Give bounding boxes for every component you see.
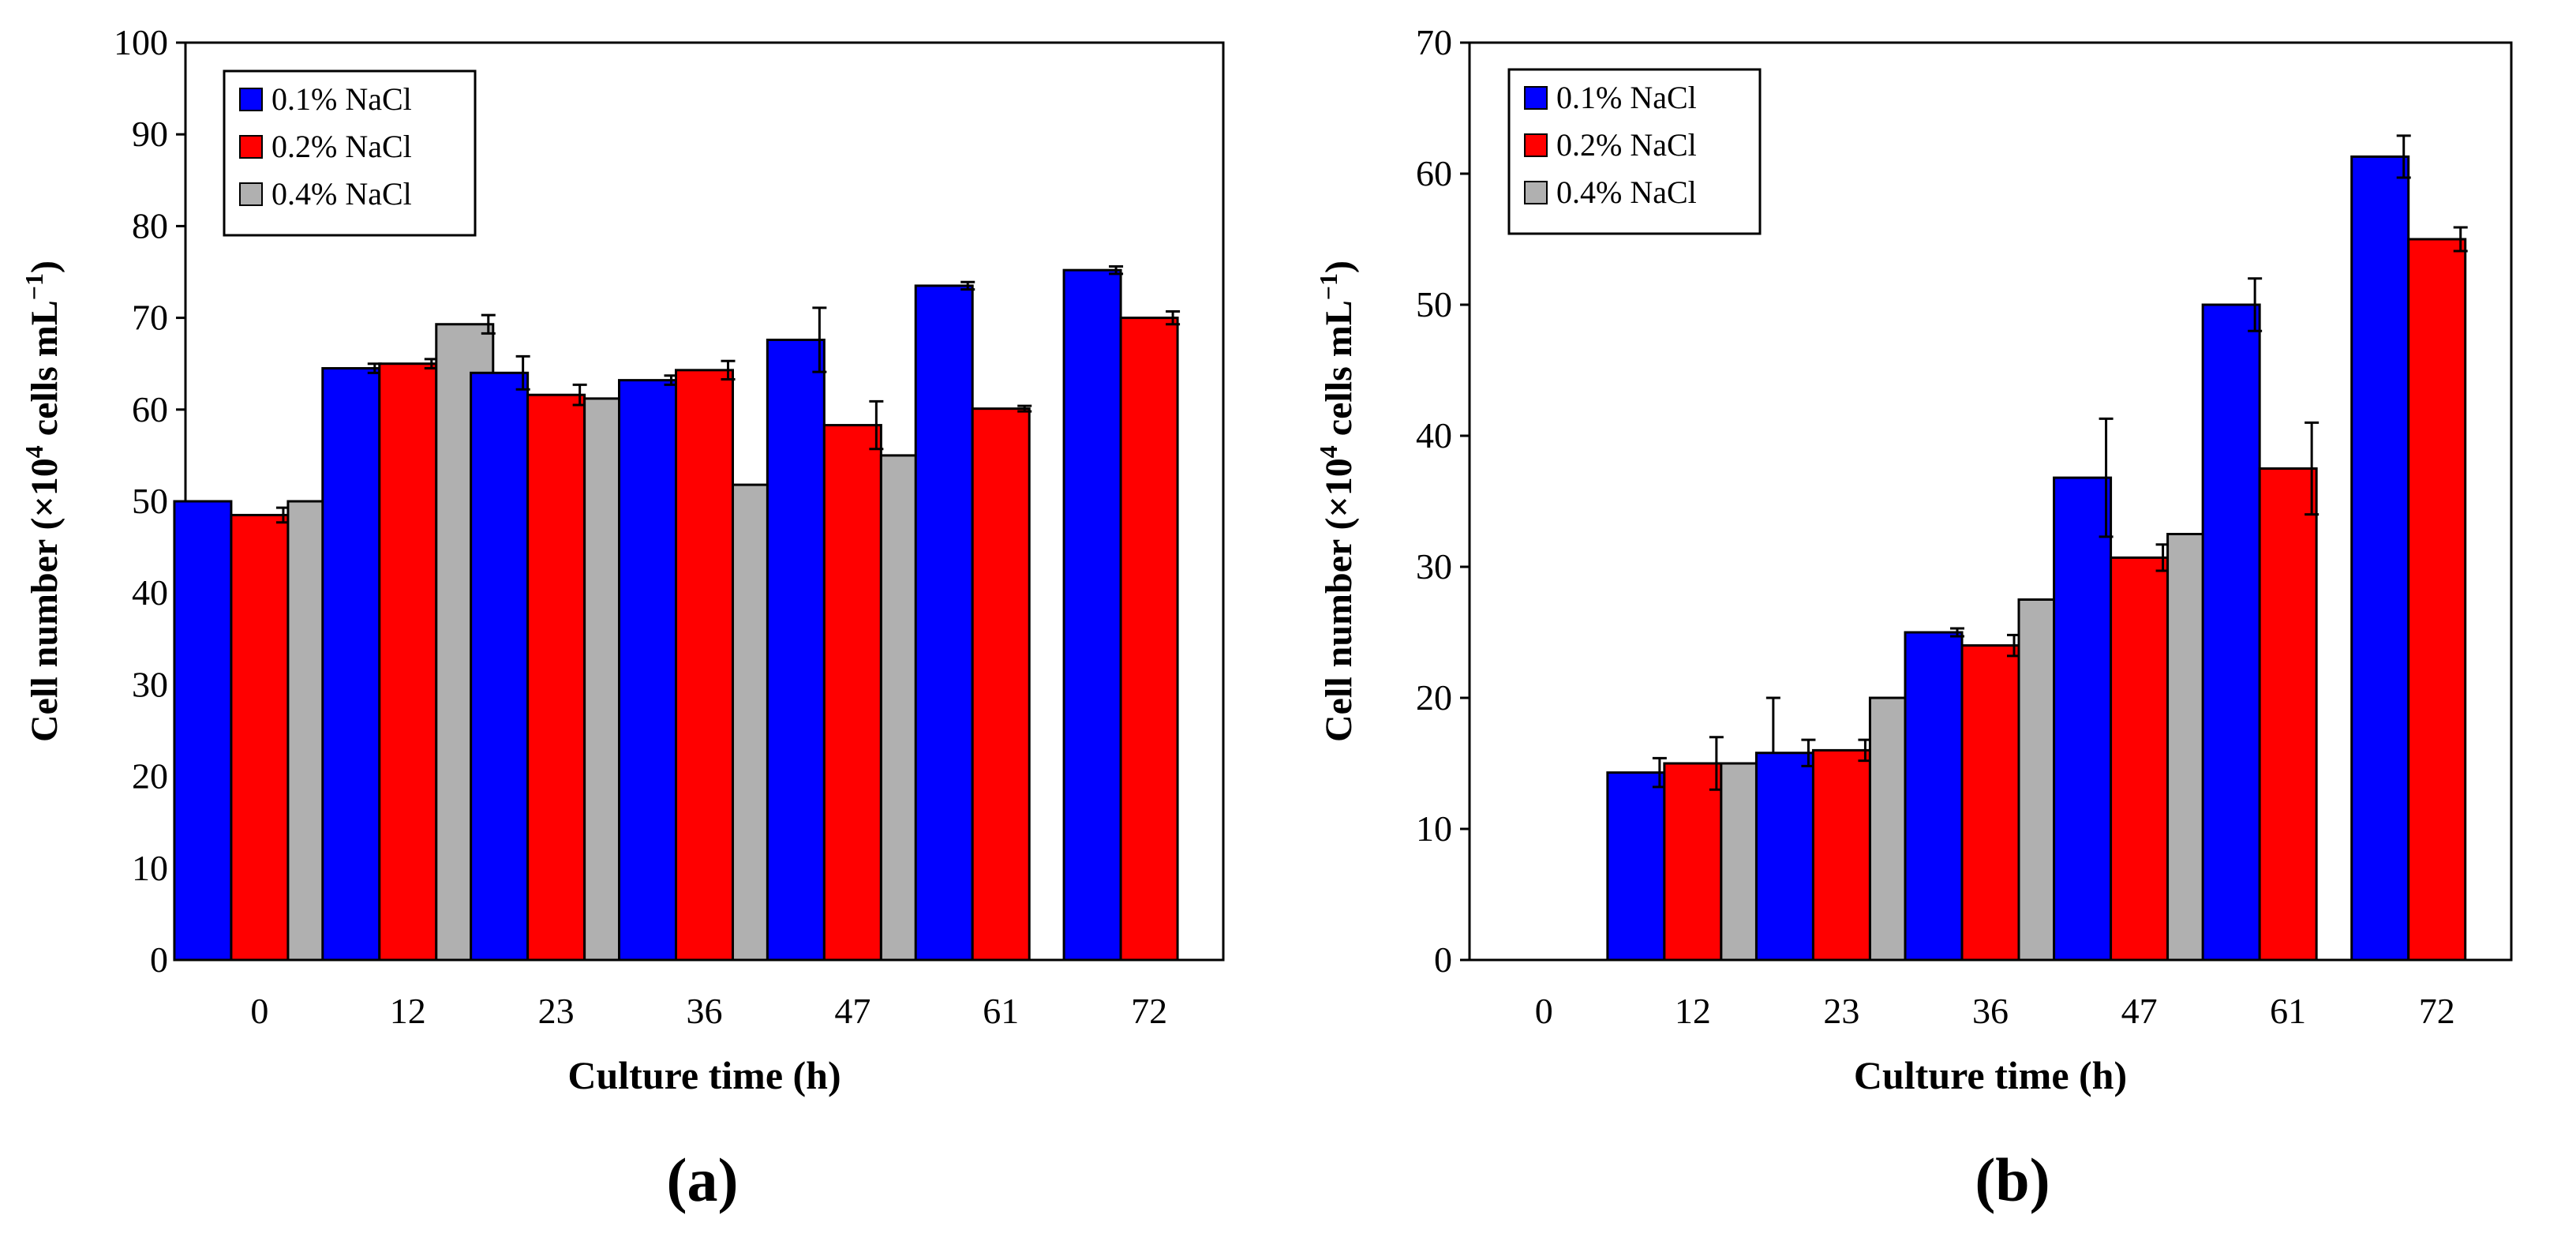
- y-tick-label: 40: [132, 572, 168, 613]
- y-tick-label: 0: [1434, 939, 1452, 980]
- x-tick-label: 36: [687, 991, 723, 1031]
- y-tick-label: 30: [1416, 546, 1452, 587]
- x-tick-label: 61: [2270, 991, 2306, 1031]
- bar: [2258, 467, 2318, 962]
- legend-label: 0.4% NaCl: [1556, 174, 1697, 210]
- bar: [1606, 771, 1666, 962]
- legend-label: 0.2% NaCl: [1556, 127, 1697, 163]
- x-tick-label: 61: [983, 991, 1019, 1031]
- legend: 0.1% NaCl 0.2% NaCl 0.4% NaCl: [1507, 68, 1762, 235]
- legend-swatch: [239, 135, 263, 159]
- y-tick-label: 100: [114, 22, 168, 62]
- bar: [766, 338, 826, 962]
- y-tick-label: 70: [1416, 22, 1452, 62]
- bar: [470, 371, 530, 962]
- bar: [1663, 762, 1723, 962]
- x-tick-label: 0: [1535, 991, 1553, 1031]
- legend: 0.1% NaCl 0.2% NaCl 0.4% NaCl: [223, 69, 477, 237]
- x-tick-label: 0: [250, 991, 268, 1031]
- x-tick-label: 72: [2419, 991, 2455, 1031]
- legend-swatch: [239, 88, 263, 111]
- legend-label: 0.1% NaCl: [1556, 80, 1697, 115]
- bar: [2407, 238, 2467, 962]
- y-tick-label: 50: [1416, 284, 1452, 324]
- bar: [1904, 631, 1964, 962]
- y-tick-label: 50: [132, 481, 168, 521]
- x-tick-label: 47: [2121, 991, 2158, 1031]
- legend-swatch: [1524, 133, 1548, 157]
- bar: [321, 367, 381, 962]
- y-tick-label: 10: [132, 848, 168, 888]
- y-axis-title: Cell number (×104 cells mL−1): [1314, 261, 1360, 742]
- legend-box: [223, 69, 477, 237]
- legend-box: [1507, 68, 1762, 235]
- y-tick-label: 30: [132, 664, 168, 704]
- y-tick-label: 40: [1416, 415, 1452, 456]
- chart-panel-b: 0 10 20 30 40 50 60 70 0 12 23 36 47 61 72 Culture time…: [1314, 22, 2513, 1097]
- y-tick-label: 80: [132, 205, 168, 246]
- bar: [173, 500, 233, 962]
- y-tick-label: 90: [132, 114, 168, 154]
- bar: [378, 362, 438, 962]
- bar: [1119, 317, 1179, 962]
- y-tick-label: 0: [150, 939, 168, 980]
- panel-label-a: (a): [666, 1145, 739, 1214]
- y-tick-label: 20: [1416, 677, 1452, 718]
- x-tick-label: 23: [538, 991, 575, 1031]
- bar: [2110, 556, 2170, 962]
- x-tick-label: 12: [390, 991, 426, 1031]
- bar: [914, 284, 974, 962]
- legend-label: 0.1% NaCl: [271, 81, 412, 117]
- bar: [2201, 303, 2261, 962]
- y-axis-title: Cell number (×104 cells mL−1): [20, 261, 66, 742]
- legend-swatch: [239, 182, 263, 206]
- x-axis-title: Culture time (h): [567, 1053, 841, 1097]
- x-tick-label: 47: [834, 991, 871, 1031]
- y-tick-label: 60: [1416, 153, 1452, 193]
- legend-label: 0.2% NaCl: [271, 129, 412, 164]
- bar: [1811, 748, 1871, 962]
- bar: [675, 369, 734, 962]
- bar: [1754, 752, 1814, 962]
- bar: [1062, 268, 1122, 962]
- panel-label-b: (b): [1975, 1145, 2050, 1214]
- x-tick-label: 23: [1823, 991, 1859, 1031]
- chart-panel-a: 0 10 20 30 40 50 60 70 80 90 100 0 12 23 36 47 61 72 Cultu…: [20, 22, 1225, 1097]
- x-tick-label: 72: [1131, 991, 1167, 1031]
- y-tick-label: 60: [132, 389, 168, 429]
- legend-swatch: [1524, 86, 1548, 110]
- bar: [971, 407, 1031, 962]
- y-tick-label: 10: [1416, 808, 1452, 849]
- x-axis-title: Culture time (h): [1854, 1053, 2127, 1097]
- bar: [2350, 155, 2410, 962]
- y-tick-label: 70: [132, 298, 168, 338]
- legend-swatch: [1524, 181, 1548, 204]
- x-tick-label: 36: [1972, 991, 2009, 1031]
- bar: [822, 424, 882, 962]
- legend-label: 0.4% NaCl: [271, 176, 412, 212]
- bar: [618, 379, 677, 962]
- bar: [1960, 644, 2020, 962]
- bar: [526, 393, 586, 962]
- y-tick-label: 20: [132, 756, 168, 797]
- bar: [230, 513, 290, 962]
- x-tick-label: 12: [1675, 991, 1711, 1031]
- bar: [2053, 476, 2113, 962]
